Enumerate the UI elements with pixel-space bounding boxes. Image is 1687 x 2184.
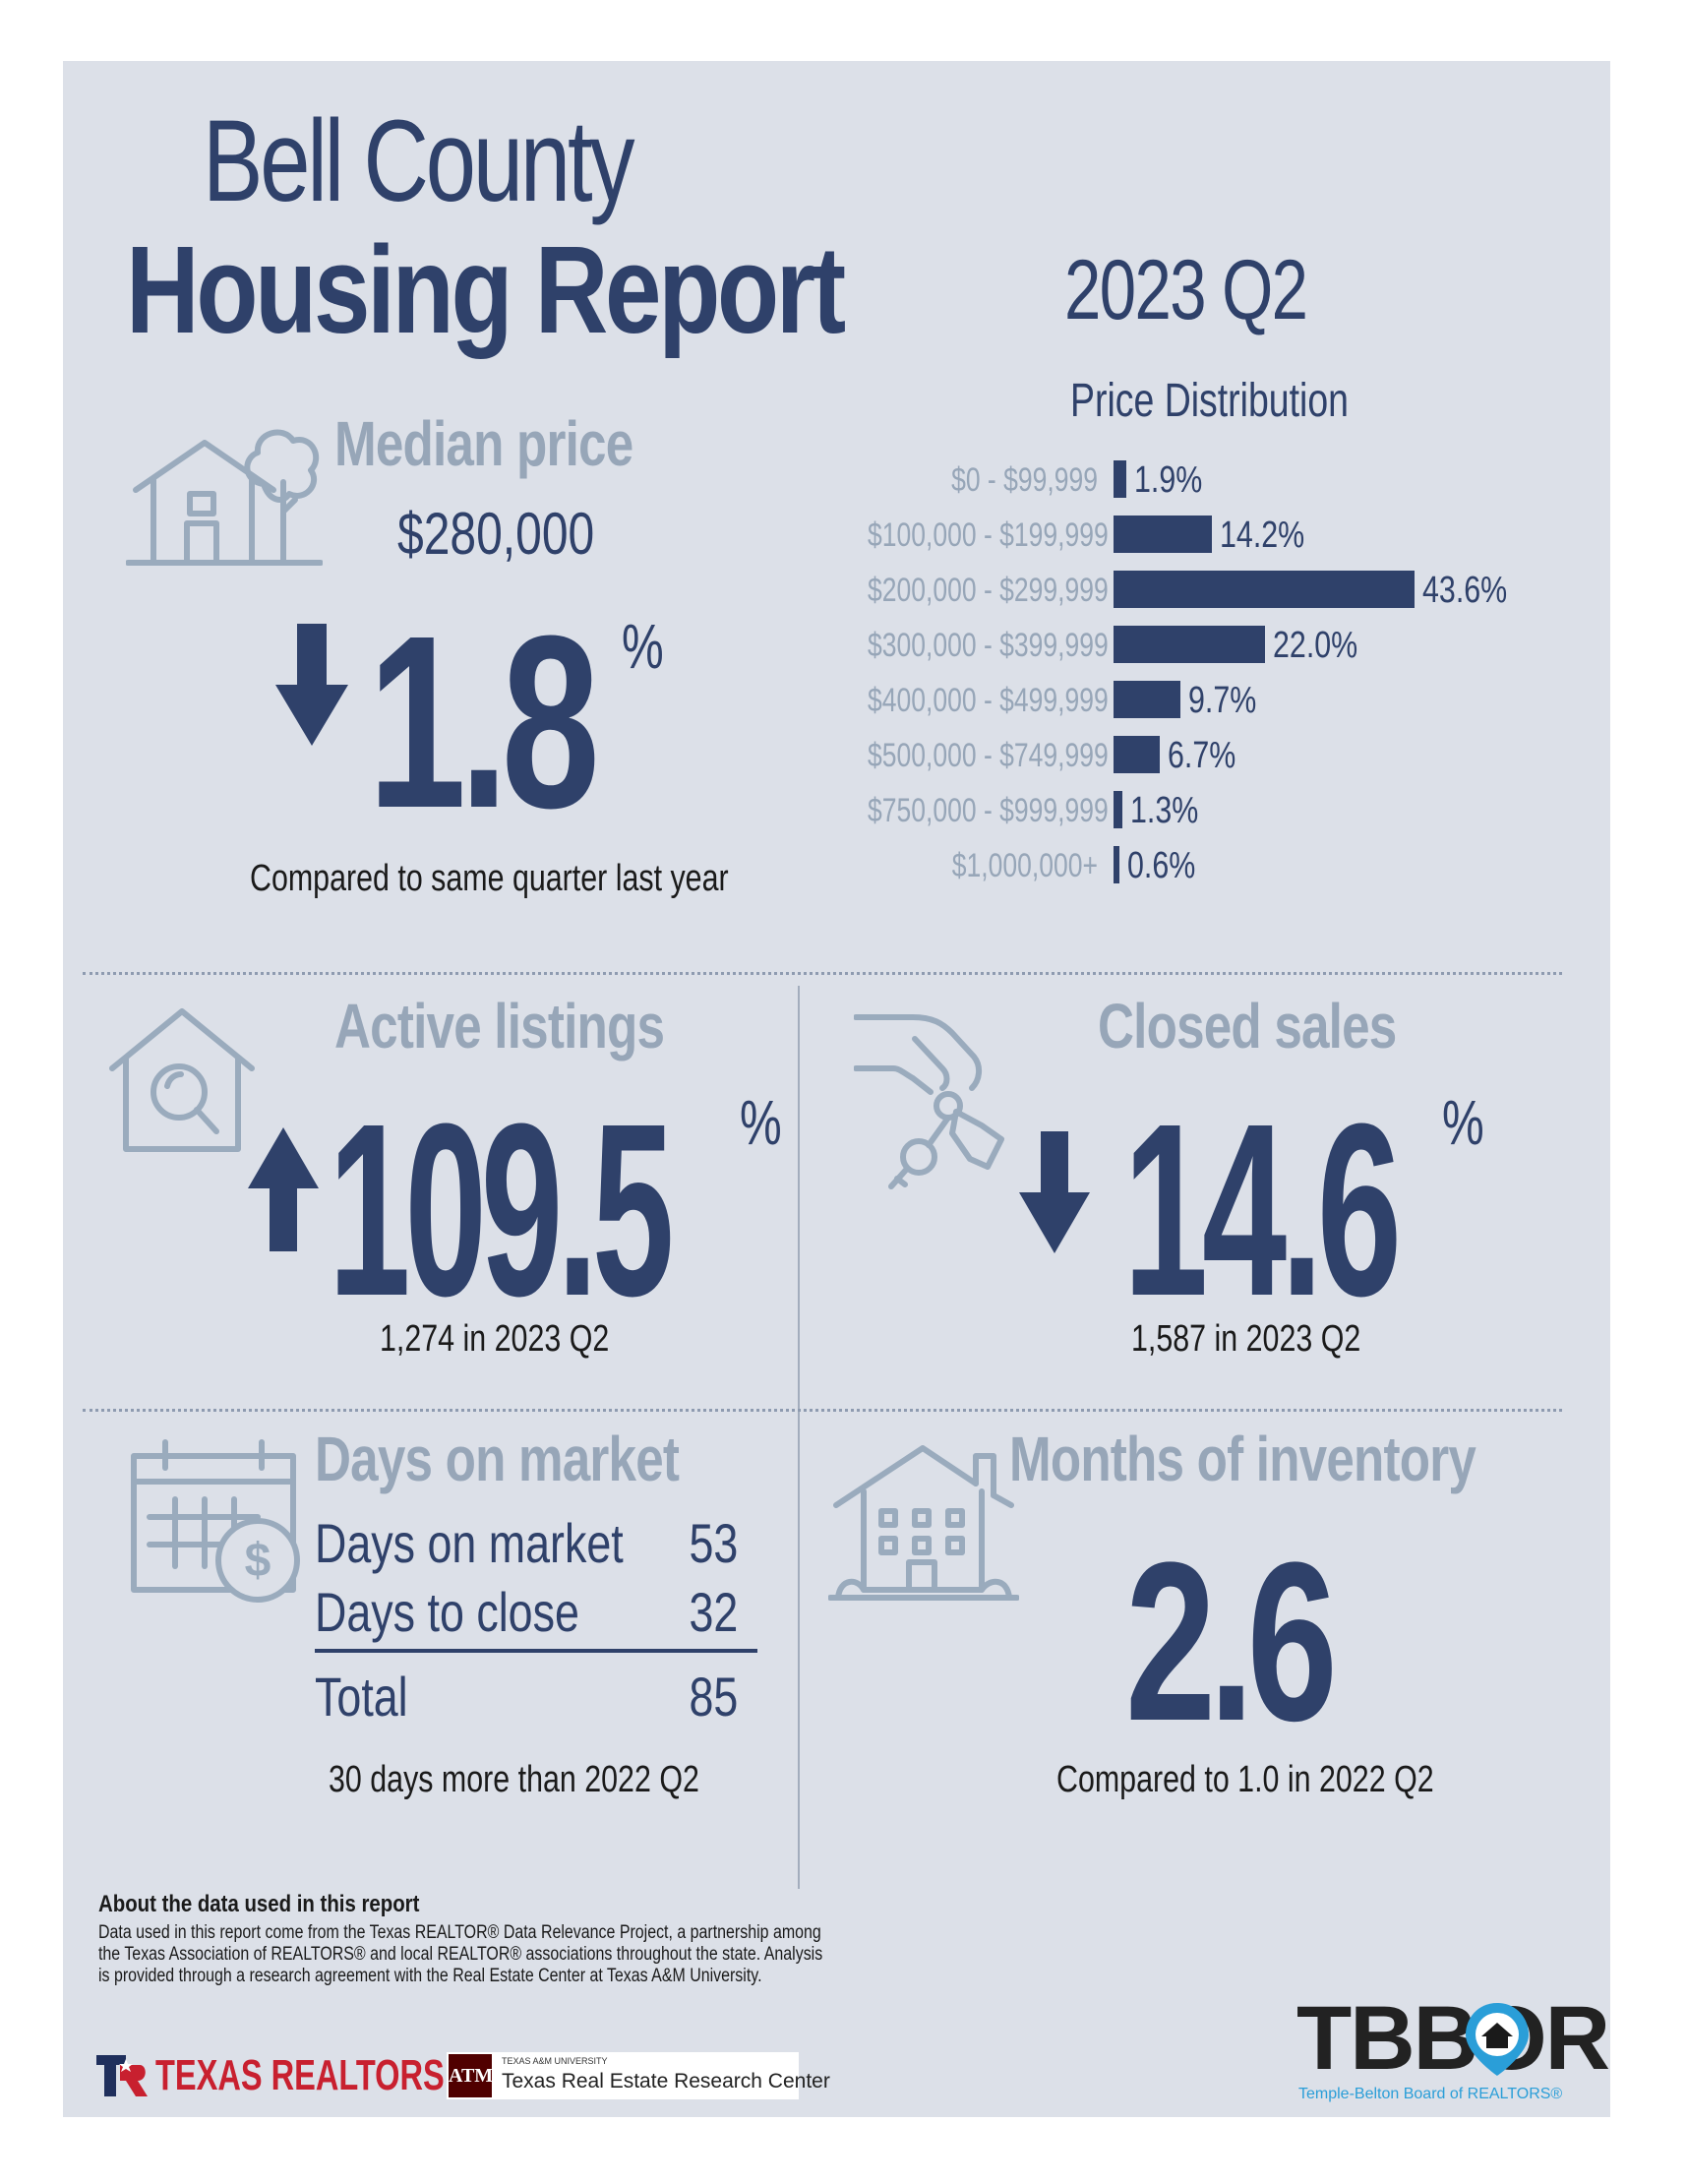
price-bin-value: 22.0%: [1273, 625, 1358, 666]
tbbor-house-pin-icon: [1466, 2003, 1529, 2076]
dom-row-label: Days to close: [315, 1581, 579, 1643]
dom-total-rule: [315, 1649, 757, 1653]
divider-middle: [83, 1409, 1562, 1412]
median-price-note: Compared to same quarter last year: [250, 858, 729, 899]
texas-realtors-wordmark: TEXAS REALTORS: [155, 2051, 445, 2099]
dom-row-days-to-close: Days to close 32: [315, 1580, 738, 1644]
arrow-down-icon: [1019, 1131, 1090, 1253]
about-section: About the data used in this report Data …: [98, 1891, 826, 1987]
price-distribution-title: Price Distribution: [1070, 375, 1349, 427]
dom-row-days-on-market: Days on market 53: [315, 1511, 738, 1575]
tbbor-logo: TBBOR Temple-Belton Board of REALTORS®: [1296, 1987, 1610, 2105]
active-listings-change: 109.5: [329, 1072, 674, 1347]
hand-keys-icon: [854, 1014, 1004, 1189]
price-bin-value: 1.3%: [1130, 790, 1199, 831]
price-bin-label: $100,000 - $199,999: [868, 516, 1109, 554]
price-bin-label: $400,000 - $499,999: [868, 682, 1109, 719]
price-bin-bar: [1114, 460, 1127, 498]
dom-total-value: 85: [689, 1666, 738, 1728]
tamu-mark-icon: ATM: [449, 2054, 493, 2097]
dom-row-label: Days on market: [315, 1512, 624, 1574]
days-on-market-note: 30 days more than 2022 Q2: [329, 1759, 699, 1800]
report-panel: [63, 61, 1610, 2117]
svg-text:$: $: [245, 1535, 271, 1587]
price-bin-value: 0.6%: [1127, 845, 1196, 886]
months-inventory-note: Compared to 1.0 in 2022 Q2: [1056, 1759, 1434, 1800]
about-heading: About the data used in this report: [98, 1891, 420, 1917]
arrow-down-icon: [275, 624, 348, 746]
price-bin-bar: [1114, 571, 1415, 608]
closed-sales-percent-sign: %: [1442, 1087, 1484, 1158]
closed-sales-note: 1,587 in 2023 Q2: [1131, 1318, 1361, 1360]
price-distribution-chart: $0 - $99,999 1.9% $100,000 - $199,999 14.2%…: [795, 459, 1582, 893]
calendar-dollar-icon: $: [131, 1439, 300, 1603]
dom-row-value: 53: [689, 1512, 738, 1574]
median-price-percent-sign: %: [622, 611, 664, 682]
texas-realtors-logo: TEXAS REALTORS: [96, 2051, 546, 2099]
arrow-up-icon: [248, 1127, 319, 1251]
report-title-line2: Housing Report: [126, 220, 846, 359]
apartment-building-icon: [828, 1445, 1019, 1601]
active-listings-percent-sign: %: [740, 1087, 782, 1158]
price-bin-label: $1,000,000+: [951, 847, 1098, 884]
dom-row-total: Total 85: [315, 1665, 738, 1729]
house-tree-icon: [126, 429, 323, 566]
price-bin-label: $200,000 - $299,999: [868, 572, 1109, 609]
price-bin-value: 6.7%: [1168, 735, 1236, 776]
texas-realtors-mark-icon: [96, 2055, 148, 2096]
price-bin-bar: [1114, 791, 1123, 828]
price-bin-bar: [1114, 626, 1266, 663]
tamu-center-text: Texas Real Estate Research Center: [502, 2070, 830, 2093]
active-listings-note: 1,274 in 2023 Q2: [380, 1318, 610, 1360]
price-bin-value: 9.7%: [1188, 680, 1257, 721]
report-period: 2023 Q2: [1064, 243, 1308, 337]
dom-total-label: Total: [315, 1666, 408, 1728]
days-on-market-heading: Days on market: [315, 1424, 680, 1494]
price-bin-bar: [1114, 681, 1181, 718]
price-bin-label: $750,000 - $999,999: [868, 792, 1109, 829]
report-title-line1: Bell County: [203, 96, 634, 226]
tamu-logo: ATM TEXAS A&M UNIVERSITY Texas Real Esta…: [447, 2052, 830, 2099]
price-bin-label: $300,000 - $399,999: [868, 627, 1109, 664]
active-listings-heading: Active listings: [334, 991, 665, 1062]
price-bin-bar: [1114, 736, 1161, 773]
about-body: Data used in this report come from the T…: [98, 1922, 823, 1986]
closed-sales-heading: Closed sales: [1098, 991, 1397, 1062]
median-price-heading: Median price: [334, 408, 633, 479]
price-bin-label: $0 - $99,999: [951, 461, 1098, 499]
divider-vertical: [798, 986, 800, 1889]
median-price-change: 1.8: [368, 584, 600, 859]
house-search-icon: [109, 1008, 255, 1152]
price-bin-value: 1.9%: [1134, 459, 1203, 501]
divider-top: [83, 972, 1562, 975]
median-price-value: $280,000: [397, 501, 595, 567]
closed-sales-change: 14.6: [1123, 1072, 1402, 1347]
price-bin-bar: [1114, 846, 1119, 883]
months-inventory-value: 2.6: [1125, 1515, 1338, 1768]
price-bin-bar: [1114, 516, 1212, 553]
months-inventory-heading: Months of inventory: [1009, 1424, 1476, 1494]
price-bin-label: $500,000 - $749,999: [868, 737, 1109, 774]
tbbor-wordmark: TBBOR: [1296, 1988, 1610, 2089]
tamu-university-text: TEXAS A&M UNIVERSITY: [502, 2056, 608, 2066]
price-bin-value: 43.6%: [1422, 570, 1508, 611]
price-bin-value: 14.2%: [1219, 515, 1304, 556]
tbbor-subtitle: Temple-Belton Board of REALTORS®: [1298, 2086, 1563, 2102]
dom-row-value: 32: [689, 1581, 738, 1643]
